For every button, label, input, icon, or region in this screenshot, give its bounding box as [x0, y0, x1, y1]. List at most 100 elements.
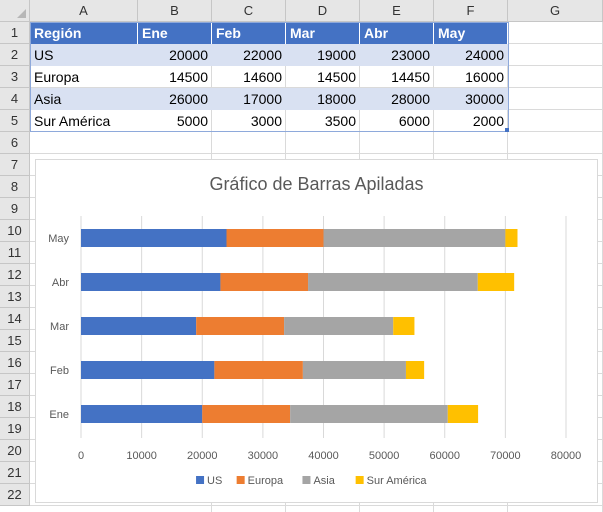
x-tick-label: 10000	[126, 450, 157, 462]
bar-europa-feb[interactable]	[214, 361, 303, 379]
row-header-10[interactable]: 10	[0, 220, 30, 242]
cell-e3[interactable]: 14450	[391, 69, 430, 85]
y-category-label: Feb	[50, 365, 69, 377]
row-header-16[interactable]: 16	[0, 352, 30, 374]
bar-asia-ene[interactable]	[290, 405, 448, 423]
bar-sur-américa-feb[interactable]	[405, 361, 425, 379]
cell-b3[interactable]: 14500	[169, 69, 208, 85]
row-header-5[interactable]: 5	[0, 110, 30, 132]
bar-sur-américa-abr[interactable]	[477, 273, 515, 291]
cell-b2[interactable]: 20000	[138, 44, 212, 66]
bar-us-may[interactable]	[81, 229, 227, 247]
cell-d3[interactable]: 14500	[317, 69, 356, 85]
cell-e5[interactable]: 6000	[398, 113, 430, 129]
row-header-11[interactable]: 11	[0, 242, 30, 264]
bar-asia-abr[interactable]	[308, 273, 478, 291]
x-tick-label: 50000	[369, 450, 400, 462]
cell-a4[interactable]: Asia	[30, 88, 138, 110]
cell-a2[interactable]: US	[30, 44, 138, 66]
cell-c1[interactable]: Feb	[212, 22, 286, 44]
row-header-13[interactable]: 13	[0, 286, 30, 308]
cell-e1[interactable]: Abr	[360, 22, 434, 44]
cell-b1[interactable]: Ene	[138, 22, 212, 44]
row-header-6[interactable]: 6	[0, 132, 30, 154]
row-header-21[interactable]: 21	[0, 462, 30, 484]
bar-asia-mar[interactable]	[284, 317, 394, 335]
bar-asia-may[interactable]	[323, 229, 506, 247]
cell-f1[interactable]: May	[434, 22, 508, 44]
select-all-corner[interactable]	[0, 0, 30, 22]
cell-d2[interactable]: 19000	[286, 44, 360, 66]
bar-europa-abr[interactable]	[220, 273, 309, 291]
cell-f3[interactable]: 16000	[465, 69, 504, 85]
cell-a5[interactable]: Sur América	[34, 113, 111, 129]
legend-label: US	[207, 475, 222, 487]
row-header-20[interactable]: 20	[0, 440, 30, 462]
cell-b4[interactable]: 26000	[138, 88, 212, 110]
cell-b5[interactable]: 5000	[176, 113, 208, 129]
column-header-d[interactable]: D	[286, 0, 360, 22]
cell-f2[interactable]: 24000	[434, 44, 508, 66]
row-header-2[interactable]: 2	[0, 44, 30, 66]
cell-d1[interactable]: Mar	[286, 22, 360, 44]
x-tick-label: 40000	[308, 450, 339, 462]
column-header-g[interactable]: G	[508, 0, 603, 22]
cell-c4[interactable]: 17000	[212, 88, 286, 110]
bar-europa-ene[interactable]	[202, 405, 291, 423]
bar-sur-américa-ene[interactable]	[447, 405, 479, 423]
bar-asia-feb[interactable]	[302, 361, 406, 379]
cell-c3[interactable]: 14600	[243, 69, 282, 85]
row-header-17[interactable]: 17	[0, 374, 30, 396]
column-header-f[interactable]: F	[434, 0, 508, 22]
grid-line-horizontal	[30, 153, 603, 154]
cell-d4[interactable]: 18000	[286, 88, 360, 110]
bar-sur-américa-may[interactable]	[505, 229, 518, 247]
y-category-label: May	[48, 233, 69, 245]
bar-us-feb[interactable]	[81, 361, 215, 379]
bar-europa-mar[interactable]	[196, 317, 285, 335]
legend-label: Europa	[248, 475, 284, 487]
bar-us-abr[interactable]	[81, 273, 221, 291]
column-header-e[interactable]: E	[360, 0, 434, 22]
cell-f4[interactable]: 30000	[434, 88, 508, 110]
row-header-7[interactable]: 7	[0, 154, 30, 176]
column-header-b[interactable]: B	[138, 0, 212, 22]
table-resize-handle[interactable]	[505, 128, 509, 132]
row-header-19[interactable]: 19	[0, 418, 30, 440]
row-header-22[interactable]: 22	[0, 484, 30, 506]
x-tick-label: 70000	[490, 450, 521, 462]
cell-c5[interactable]: 3000	[250, 113, 282, 129]
cell-e2[interactable]: 23000	[360, 44, 434, 66]
legend-swatch	[236, 476, 245, 484]
bar-sur-américa-mar[interactable]	[393, 317, 415, 335]
cell-f5[interactable]: 2000	[472, 113, 504, 129]
legend-swatch	[196, 476, 205, 484]
bar-us-mar[interactable]	[81, 317, 197, 335]
row-header-3[interactable]: 3	[0, 66, 30, 88]
cell-a3[interactable]: Europa	[34, 69, 80, 85]
row-header-4[interactable]: 4	[0, 88, 30, 110]
cell-d5[interactable]: 3500	[324, 113, 356, 129]
cell-c2[interactable]: 22000	[212, 44, 286, 66]
cell-e4[interactable]: 28000	[360, 88, 434, 110]
row-header-15[interactable]: 15	[0, 330, 30, 352]
column-header-a[interactable]: A	[30, 0, 138, 22]
row-header-14[interactable]: 14	[0, 308, 30, 330]
legend-label: Sur América	[367, 475, 428, 487]
stacked-bar-chart[interactable]: Gráfico de Barras Apiladas 0 10000 20000 30…	[35, 159, 598, 503]
y-category-label: Mar	[50, 321, 69, 333]
row-header-12[interactable]: 12	[0, 264, 30, 286]
column-header-c[interactable]: C	[212, 0, 286, 22]
bar-europa-may[interactable]	[226, 229, 324, 247]
x-tick-label: 20000	[187, 450, 218, 462]
row-header-1[interactable]: 1	[0, 22, 30, 44]
chart-plot: 0 10000 20000 30000 40000 50000 60000 70000 8000…	[48, 216, 581, 487]
row-header-18[interactable]: 18	[0, 396, 30, 418]
row-header-8[interactable]: 8	[0, 176, 30, 198]
row-header-9[interactable]: 9	[0, 198, 30, 220]
bar-us-ene[interactable]	[81, 405, 203, 423]
grid-line-horizontal	[30, 505, 603, 506]
cell-a1[interactable]: Región	[30, 22, 138, 44]
legend-swatch	[355, 476, 364, 484]
